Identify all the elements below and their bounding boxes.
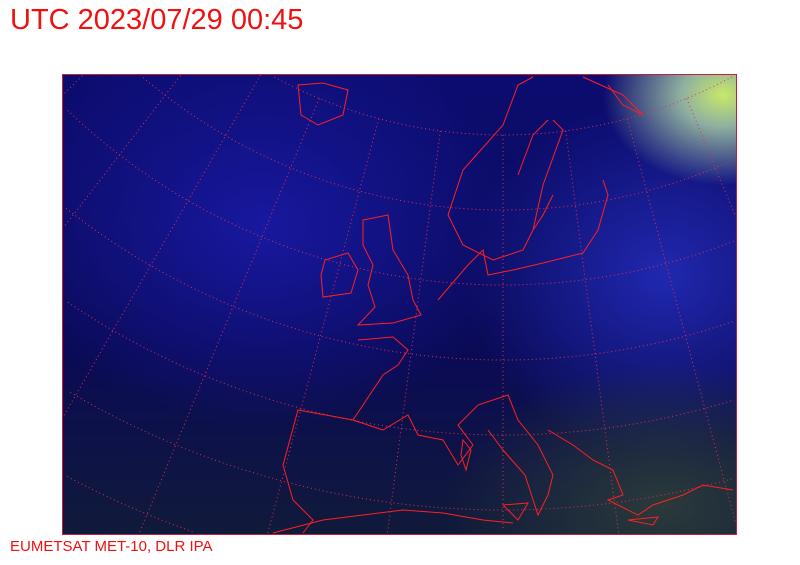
timestamp-title: UTC 2023/07/29 00:45 — [10, 4, 304, 36]
satellite-image — [62, 74, 737, 535]
parallel-line — [63, 206, 733, 361]
parallel-line — [68, 391, 732, 511]
parallel-line — [66, 475, 193, 533]
coast-continent — [282, 179, 734, 534]
parallel-line — [142, 76, 734, 211]
meridian-line — [64, 75, 181, 227]
meridian-line — [387, 130, 441, 533]
meridian-line — [64, 75, 83, 94]
meridian-line — [686, 98, 735, 215]
parallel-line — [273, 76, 733, 136]
graticule — [63, 75, 736, 534]
meridian-line — [63, 75, 261, 418]
coast-corsica-sardinia — [460, 438, 472, 472]
coast-ireland — [320, 252, 359, 298]
meridian-line — [267, 118, 380, 534]
parallel-line — [65, 107, 735, 286]
meridian-line — [565, 130, 619, 533]
coast-africa — [272, 509, 514, 534]
coast-britain — [356, 214, 422, 326]
coast-sicily — [501, 502, 529, 521]
meridian-line — [626, 118, 736, 525]
data-source-credit: EUMETSAT MET-10, DLR IPA — [10, 538, 213, 555]
coast-scandinavia — [447, 76, 644, 261]
coastlines — [272, 76, 734, 534]
coast-crete — [627, 516, 659, 526]
coast-iceland — [297, 82, 349, 126]
meridian-line — [139, 98, 320, 533]
map-overlay — [63, 75, 736, 534]
